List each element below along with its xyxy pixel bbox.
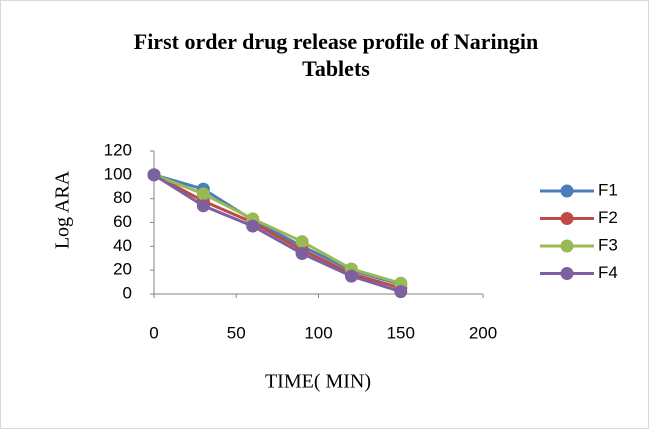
x-tick-label: 200 [469, 323, 497, 342]
x-tick-label: 150 [387, 323, 415, 342]
y-tick-label: 20 [113, 260, 132, 279]
data-point [196, 199, 210, 213]
data-point [246, 219, 260, 233]
series-line [153, 173, 402, 290]
y-tick-label: 0 [123, 283, 132, 302]
x-axis-label: TIME( MIN) [265, 371, 371, 393]
series-line [153, 173, 402, 285]
x-tick-label: 0 [149, 323, 158, 342]
y-tick-label: 100 [104, 164, 132, 183]
y-tick-label: 60 [113, 212, 132, 231]
legend-marker [560, 267, 574, 280]
y-axis-label: Log ARA [52, 170, 74, 249]
data-point [295, 246, 309, 260]
data-point [147, 168, 161, 182]
y-tick-label: 120 [104, 140, 132, 159]
chart-title: First order drug release profile of Nari… [134, 29, 539, 81]
x-tick-label: 50 [227, 323, 246, 342]
legend-marker [560, 184, 574, 198]
data-point [196, 187, 210, 201]
data-point [394, 285, 408, 299]
data-point [344, 269, 358, 283]
legend-label: F4 [598, 263, 618, 282]
legend-label: F2 [598, 208, 618, 227]
data-point [295, 235, 309, 249]
legend-marker [560, 239, 574, 253]
series-line [153, 173, 402, 294]
y-tick-label: 80 [113, 188, 132, 207]
x-tick-label: 100 [304, 323, 332, 342]
legend-label: F1 [598, 180, 618, 199]
y-tick-label: 40 [113, 236, 132, 255]
legend-label: F3 [598, 235, 618, 254]
legend-marker [560, 212, 574, 225]
